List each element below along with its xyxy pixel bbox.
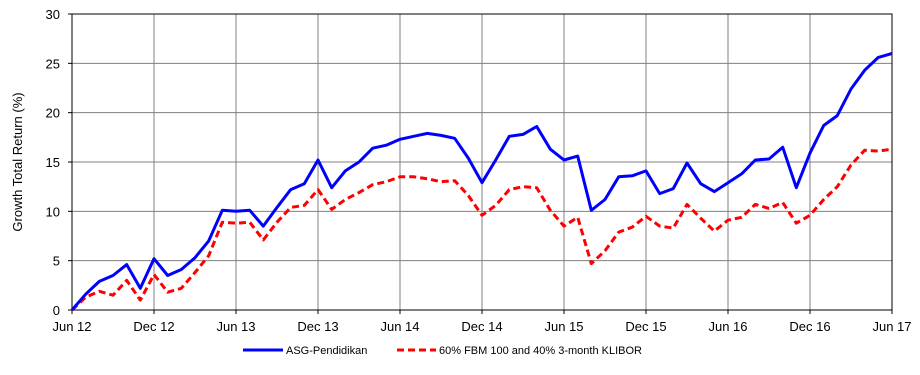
x-tick-label: Dec 14 [461,319,502,334]
y-tick-label: 5 [53,254,60,269]
series-line-benchmark [70,147,893,312]
y-tick-label: 20 [46,106,60,121]
x-tick-label: Jun 17 [872,319,911,334]
y-tick-label: 0 [53,303,60,318]
x-tick-label: Dec 15 [625,319,666,334]
y-axis-title: Growth Total Return (%) [10,92,25,231]
x-tick-label: Jun 12 [52,319,91,334]
x-tick-label: Jun 13 [216,319,255,334]
y-tick-label: 30 [46,7,60,22]
x-tick-label: Dec 16 [789,319,830,334]
y-axis-tick-labels: 0 5 10 15 20 25 30 [46,7,72,318]
x-tick-label: Dec 13 [297,319,338,334]
x-tick-label: Dec 12 [133,319,174,334]
x-axis-tick-labels: Jun 12 Dec 12 Jun 13 Dec 13 Jun 14 Dec 14 Jun … [52,310,912,334]
y-tick-label: 10 [46,204,60,219]
y-tick-label: 25 [46,56,60,71]
y-tick-label: 15 [46,155,60,170]
legend-label-benchmark: 60% FBM 100 and 40% 3-month KLIBOR [439,345,642,357]
x-tick-label: Jun 14 [380,319,419,334]
x-tick-label: Jun 16 [708,319,747,334]
legend-label-asg-pendidikan: ASG-Pendidikan [286,345,367,357]
x-tick-label: Jun 15 [544,319,583,334]
series-line-asg-pendidikan [70,52,893,311]
legend: ASG-Pendidikan 60% FBM 100 and 40% 3-mon… [243,345,642,357]
gridlines [72,14,892,310]
series-layer [70,52,893,312]
